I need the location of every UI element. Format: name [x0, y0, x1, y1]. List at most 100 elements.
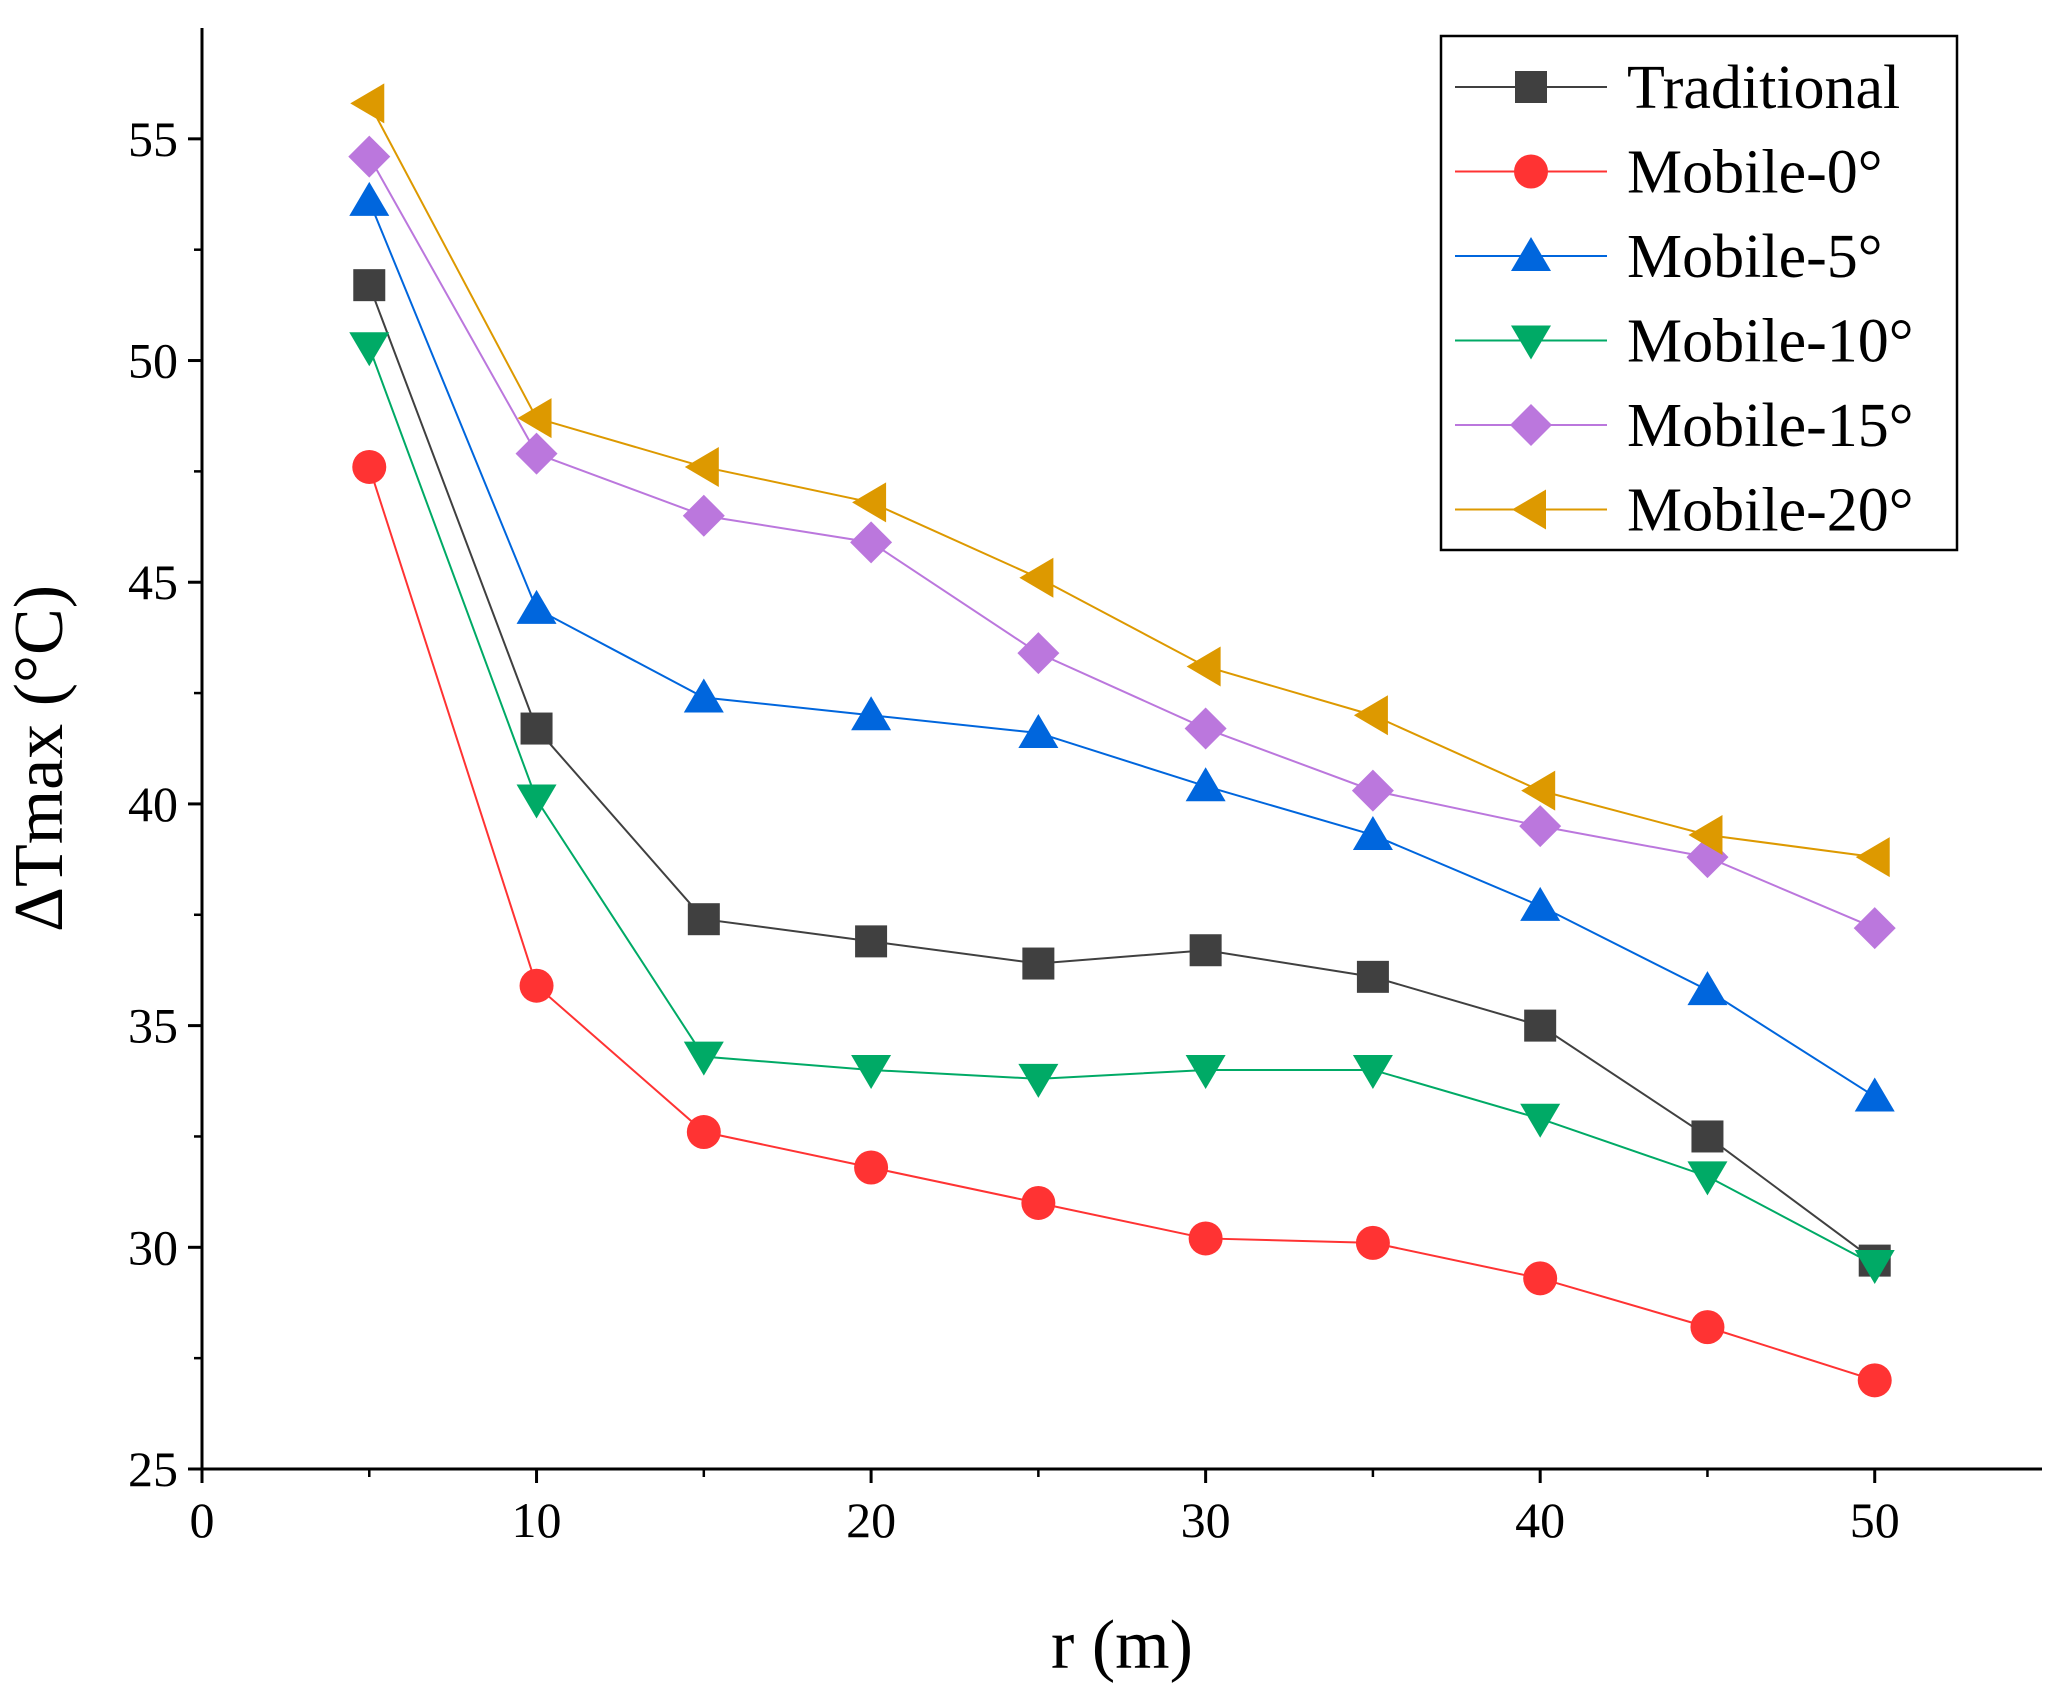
x-tick-label: 50	[1850, 1492, 1900, 1548]
legend-marker	[1515, 71, 1547, 103]
data-point	[1520, 1103, 1561, 1138]
legend-marker	[1511, 325, 1551, 360]
data-point	[1523, 1261, 1558, 1296]
legend-label: Mobile-0°	[1627, 139, 1883, 207]
y-tick-label: 45	[128, 554, 178, 610]
data-point	[1853, 907, 1896, 950]
data-point	[1854, 1250, 1895, 1285]
data-point	[353, 269, 386, 302]
data-point	[349, 181, 390, 216]
series-line	[368, 156, 1876, 929]
legend-label: Traditional	[1627, 54, 1900, 122]
data-point	[1688, 814, 1723, 855]
x-axis-title: r (m)	[1051, 1607, 1193, 1684]
x-tick-label: 40	[1515, 1492, 1565, 1548]
data-point	[684, 446, 719, 487]
data-point	[348, 135, 391, 178]
data-point	[1185, 1054, 1226, 1089]
legend-box	[1439, 34, 1959, 552]
y-axis-title: ΔTmax (°C)	[1, 585, 78, 932]
data-point	[855, 925, 888, 958]
data-point	[1189, 934, 1222, 967]
data-point	[1184, 707, 1227, 750]
legend-marker	[1511, 237, 1551, 271]
data-point	[519, 968, 554, 1003]
series-layer	[348, 83, 1896, 1398]
data-point	[1351, 769, 1394, 812]
data-point	[682, 494, 725, 537]
data-point	[850, 521, 893, 564]
legend-item: Mobile-15°	[1455, 392, 1914, 460]
data-point	[1690, 1310, 1725, 1345]
data-point	[1353, 695, 1388, 736]
series-3	[349, 332, 1895, 1285]
data-point	[1687, 971, 1728, 1006]
y-tick-label: 55	[128, 111, 178, 167]
series-2	[349, 181, 1895, 1112]
data-point	[1855, 837, 1890, 878]
series-5	[350, 83, 1890, 878]
data-point	[349, 332, 390, 367]
data-point	[1854, 1077, 1895, 1112]
legend-item: Mobile-20°	[1455, 477, 1914, 545]
data-point	[686, 1115, 721, 1150]
data-point	[520, 712, 553, 745]
data-point	[1356, 960, 1389, 993]
data-point	[1186, 646, 1221, 687]
data-point	[1687, 1161, 1728, 1196]
data-point	[1017, 632, 1060, 675]
legend-item: Mobile-10°	[1455, 308, 1914, 376]
x-tick-label: 10	[512, 1492, 562, 1548]
data-point	[1519, 805, 1562, 848]
legend-label: Mobile-15°	[1627, 392, 1914, 460]
legend-marker	[1510, 404, 1552, 446]
x-tick-label: 30	[1181, 1492, 1231, 1548]
data-point	[1019, 557, 1054, 598]
legend: Traditional Mobile-0° Mobile-5° Mobile-10° M…	[1439, 34, 1959, 552]
data-point	[517, 398, 552, 439]
data-point	[687, 903, 720, 936]
data-point	[1355, 1225, 1390, 1260]
legend-item: Traditional	[1455, 54, 1900, 122]
y-tick-label: 30	[128, 1219, 178, 1275]
series-line	[368, 102, 1875, 859]
data-point	[1018, 713, 1059, 748]
y-tick-label: 35	[128, 998, 178, 1054]
data-point	[683, 1041, 724, 1076]
data-point	[352, 449, 387, 484]
legend-label: Mobile-5°	[1627, 223, 1883, 291]
data-point	[1857, 1363, 1892, 1398]
series-line	[368, 346, 1876, 1266]
legend-marker	[1514, 154, 1548, 189]
series-line	[368, 200, 1876, 1098]
data-point	[516, 589, 557, 624]
series-line	[368, 466, 1876, 1382]
legend-label: Mobile-20°	[1627, 477, 1914, 545]
axes: 0 10 20 30 40 50 25 30 35 40 45 50 55	[128, 28, 2042, 1548]
data-point	[851, 1054, 892, 1089]
data-point	[852, 482, 887, 523]
y-tick-label: 25	[128, 1441, 178, 1497]
x-tick-label: 0	[190, 1492, 215, 1548]
data-point	[854, 1150, 889, 1185]
legend-label: Mobile-10°	[1627, 308, 1914, 376]
data-point	[1185, 767, 1226, 802]
data-point	[1691, 1120, 1724, 1153]
data-point	[1021, 1185, 1056, 1220]
data-point	[1352, 815, 1393, 850]
data-point	[1352, 1054, 1393, 1089]
legend-item: Mobile-5°	[1455, 223, 1883, 291]
legend-item: Mobile-0°	[1455, 139, 1883, 207]
series-1	[352, 449, 1892, 1398]
series-line	[368, 284, 1876, 1262]
series-4	[348, 135, 1896, 950]
data-point	[1188, 1221, 1223, 1256]
y-tick-label: 50	[128, 333, 178, 389]
data-point	[515, 432, 558, 475]
data-point	[851, 696, 892, 731]
data-point	[1022, 947, 1055, 980]
data-point	[1524, 1009, 1557, 1042]
y-tick-label: 40	[128, 776, 178, 832]
data-point	[350, 83, 385, 124]
